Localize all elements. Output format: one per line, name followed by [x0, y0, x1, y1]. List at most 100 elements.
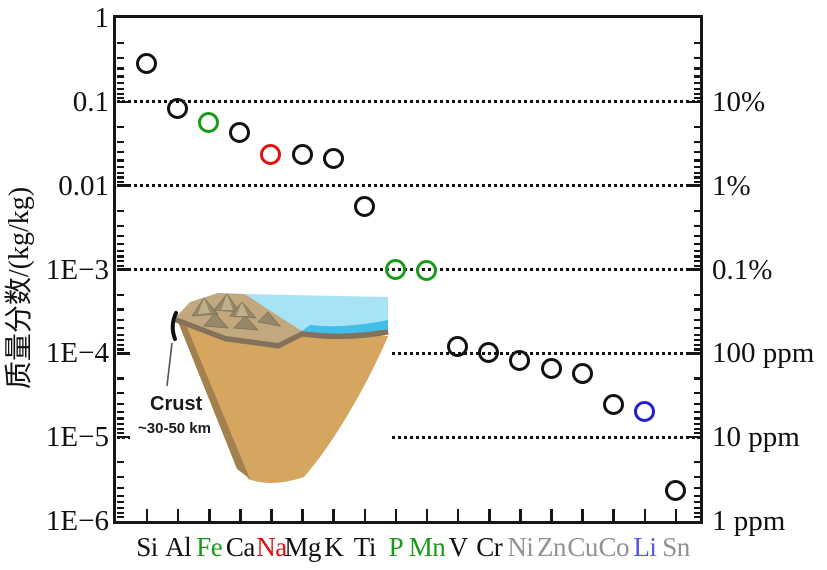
x-tick: [425, 509, 429, 521]
marker-V: [447, 335, 469, 357]
x-tick: [519, 509, 522, 521]
y-minor-tick: [117, 516, 124, 519]
x-label-Fe: Fe: [196, 532, 223, 562]
y-minor-tick: [117, 476, 124, 479]
y-minor-tick: [693, 410, 700, 414]
x-tick: [363, 509, 367, 521]
x-label-Zn: Zn: [537, 532, 567, 562]
marker-Fe: [198, 111, 220, 133]
crust-depth-label: ~30-50 km: [138, 420, 211, 437]
y-minor-tick: [117, 432, 124, 435]
y-minor-tick: [693, 501, 700, 504]
y-minor-tick: [693, 461, 700, 464]
y-axis-right-tick-label: 100 ppm: [712, 337, 815, 370]
y-minor-tick: [117, 209, 124, 212]
y-minor-tick: [693, 326, 700, 330]
y-minor-tick: [117, 410, 124, 414]
y-major-tick: [689, 100, 700, 104]
y-minor-tick: [117, 260, 124, 263]
y-minor-tick: [693, 56, 700, 60]
y-minor-tick: [693, 140, 700, 143]
marker-Ca: [229, 122, 251, 144]
y-axis-right-tick-label: 1%: [712, 169, 751, 202]
y-minor-tick: [693, 82, 700, 85]
y-minor-tick: [693, 92, 700, 95]
gridline: [117, 184, 700, 188]
y-minor-tick: [117, 249, 124, 252]
y-minor-tick: [693, 96, 700, 100]
x-label-Mg: Mg: [284, 532, 321, 562]
y-minor-tick: [693, 402, 700, 405]
gridline: [117, 100, 700, 104]
x-tick: [270, 509, 273, 521]
y-minor-tick: [117, 92, 124, 95]
y-minor-tick: [117, 235, 124, 238]
y-minor-tick: [117, 423, 124, 426]
y-minor-tick: [117, 326, 124, 330]
y-minor-tick: [693, 159, 700, 162]
x-tick: [612, 509, 616, 521]
y-minor-tick: [117, 501, 124, 504]
y-minor-tick: [117, 511, 124, 514]
marker-Cr: [478, 342, 500, 364]
y-minor-tick: [693, 506, 700, 510]
ocean-surface: [245, 294, 388, 334]
y-minor-tick: [117, 461, 124, 464]
y-minor-tick: [117, 67, 124, 70]
y-minor-tick: [117, 42, 124, 45]
y-major-tick: [117, 100, 128, 104]
x-tick: [674, 509, 678, 521]
y-minor-tick: [693, 260, 700, 263]
y-minor-tick: [693, 243, 700, 246]
y-minor-tick: [693, 75, 700, 78]
marker-Mg: [291, 144, 313, 166]
y-minor-tick: [693, 209, 700, 212]
x-tick: [145, 509, 149, 521]
mountain-highlights: [198, 294, 248, 316]
x-label-Co: Co: [598, 532, 630, 562]
x-label-Cr: Cr: [476, 532, 503, 562]
x-label-Ca: Ca: [225, 532, 256, 562]
gridline: [117, 435, 700, 439]
y-major-tick: [689, 184, 700, 187]
y-minor-tick: [693, 264, 700, 267]
x-tick: [332, 509, 335, 521]
y-axis-right-tick-label: 10 ppm: [712, 421, 800, 454]
y-minor-tick: [693, 377, 700, 380]
gridline: [117, 351, 700, 355]
mantle-left-face: [176, 317, 250, 479]
y-minor-tick: [117, 82, 124, 85]
y-minor-tick: [117, 176, 124, 179]
y-axis-right-tick-label: 0.1%: [712, 253, 773, 286]
y-minor-tick: [117, 344, 124, 347]
marker-Ti: [353, 195, 375, 217]
y-minor-tick: [693, 494, 700, 497]
y-minor-tick: [117, 171, 124, 174]
x-label-Mn: Mn: [408, 532, 446, 562]
y-axis-left-tick-label: 1E−5: [45, 421, 109, 454]
y-minor-tick: [117, 348, 124, 351]
x-label-Na: Na: [256, 532, 287, 562]
y-axis-left-tick-label: 1: [94, 2, 110, 34]
y-minor-tick: [693, 224, 700, 227]
marker-P: [384, 258, 406, 280]
crust-bracket-mark: [170, 311, 178, 341]
x-tick: [643, 509, 647, 521]
y-minor-tick: [117, 506, 124, 510]
marker-Mn: [416, 260, 438, 282]
x-tick: [207, 509, 211, 521]
y-minor-tick: [117, 165, 124, 169]
y-minor-tick: [693, 392, 700, 395]
y-major-tick: [689, 268, 700, 271]
x-label-K: K: [324, 532, 344, 562]
x-label-Al: Al: [165, 532, 192, 562]
crust-layer-band: [174, 315, 389, 349]
x-label-Cu: Cu: [567, 532, 598, 562]
y-minor-tick: [693, 67, 700, 70]
y-minor-tick: [693, 249, 700, 252]
crust-pointer-line: [166, 342, 173, 387]
y-axis-right-tick-label: 1 ppm: [712, 505, 786, 537]
gridline: [117, 268, 700, 271]
y-major-tick: [117, 268, 128, 271]
y-minor-tick: [117, 255, 124, 258]
